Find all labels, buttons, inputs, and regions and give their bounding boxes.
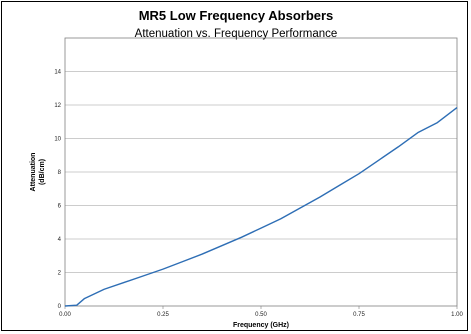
x-tick-label: 1.00: [451, 312, 463, 318]
y-tick-label: 2: [58, 271, 62, 277]
chart-frame: MR5 Low Frequency Absorbers Attenuation …: [1, 1, 468, 331]
y-tick-label: 10: [54, 137, 61, 143]
y-axis-title-line2: (dB/cm): [39, 159, 46, 185]
tick-label-layer: 0 2 4 6 8 10 12 14 0.00 0.25 0.50 0.75 1.00: [54, 70, 463, 319]
series-line: [64, 106, 458, 307]
y-tick-label: 12: [54, 103, 61, 109]
y-tick-label: 6: [58, 204, 62, 210]
y-axis-title-line1: Attenuation: [30, 153, 37, 192]
y-tick-label: 4: [58, 237, 62, 243]
x-tick-label: 0.50: [255, 312, 267, 318]
x-axis-title: Frequency (GHz): [233, 322, 289, 329]
chart-svg: MR5 Low Frequency Absorbers Attenuation …: [30, 8, 463, 329]
series-layer: [64, 106, 458, 307]
x-tick-label: 0.00: [59, 312, 71, 318]
x-tick-label: 0.75: [353, 312, 365, 318]
grid-layer: [65, 71, 457, 273]
y-tick-label: 0: [58, 304, 62, 310]
y-tick-label: 14: [54, 70, 61, 76]
chart-subtitle: Attenuation vs. Frequency Performance: [135, 28, 338, 40]
y-tick-label: 8: [58, 170, 62, 176]
x-tick-label: 0.25: [157, 312, 169, 318]
chart-title: MR5 Low Frequency Absorbers: [139, 8, 334, 23]
y-axis-title: Attenuation (dB/cm): [30, 153, 46, 192]
